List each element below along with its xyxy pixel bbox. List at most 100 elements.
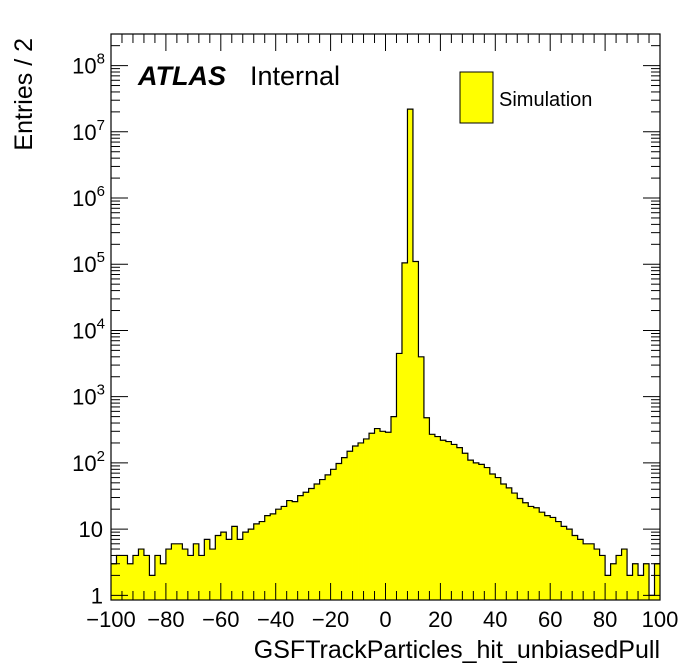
y-tick-label: 105 (72, 249, 105, 277)
histogram-bin (336, 463, 342, 600)
histogram-bin (423, 417, 430, 600)
histogram-bin (165, 549, 172, 600)
histogram-bin (555, 521, 562, 600)
histogram-bin (401, 262, 408, 600)
histogram-bin (627, 575, 633, 600)
histogram-bin (325, 474, 331, 600)
histogram-bin (226, 539, 233, 600)
histogram-bin (242, 532, 249, 600)
histogram-bin (621, 549, 628, 600)
histogram-bin (127, 563, 134, 600)
histogram-bin (264, 515, 271, 600)
histogram-outline (111, 108, 660, 596)
y-axis-tick-labels: 1 10 102 103 104 105 106 107 108 (72, 51, 105, 609)
legend-swatch (459, 71, 494, 124)
histogram-bin (341, 457, 348, 600)
histogram-bin (275, 509, 282, 600)
y-tick-label: 103 (72, 382, 105, 410)
histogram-bin (347, 451, 353, 600)
x-tick-label: −60 (202, 607, 239, 632)
histogram-bin (171, 543, 178, 600)
histogram-bin (429, 434, 436, 600)
histogram-bin (231, 526, 238, 600)
histogram-bin (286, 500, 293, 600)
histogram-bin (182, 549, 189, 600)
histogram-bin (500, 484, 507, 600)
histogram-bin (193, 543, 200, 600)
histogram-bin (330, 469, 337, 600)
histogram-bin (160, 563, 167, 600)
histogram-bin (539, 512, 546, 600)
histogram-bars (111, 108, 661, 600)
histogram-bin (314, 484, 321, 600)
atlas-status-label: Internal (250, 61, 340, 91)
histogram-bin (495, 477, 502, 600)
x-tick-label: −40 (257, 607, 294, 632)
histogram-bin (616, 555, 622, 600)
histogram-bin (154, 555, 161, 600)
histogram-bin (478, 464, 485, 600)
histogram-bin (489, 473, 496, 600)
histogram-bin (610, 563, 617, 600)
histogram-bin (259, 521, 266, 600)
x-tick-label: −100 (86, 607, 136, 632)
histogram-bin (220, 532, 227, 600)
histogram-bin (385, 432, 392, 600)
histogram-bin (594, 549, 601, 600)
y-tick-label: 10 (79, 517, 103, 542)
histogram-bin (204, 539, 211, 600)
histogram-bin (138, 549, 145, 600)
histogram-bin (198, 555, 205, 600)
histogram-bin (396, 353, 403, 600)
histogram-bin (303, 492, 310, 600)
histogram-bin (632, 563, 639, 600)
histogram-bin (412, 261, 419, 600)
histogram-bin (533, 507, 540, 600)
histogram-bin (352, 445, 359, 600)
histogram-bin (649, 595, 655, 600)
x-axis-title: GSFTrackParticles_hit_unbiasedPull (254, 636, 660, 664)
histogram-bin (380, 431, 386, 600)
histogram-bin (319, 479, 326, 600)
histogram-bin (390, 416, 397, 600)
histogram-bin (358, 442, 364, 600)
histogram-bin (215, 535, 222, 600)
histogram-bin (522, 502, 529, 600)
histogram-bin (638, 575, 644, 600)
plot-frame (110, 33, 661, 601)
histogram-bin (462, 453, 469, 600)
histogram-bin (550, 517, 557, 600)
histogram-bin (456, 447, 463, 600)
histogram-bin (116, 555, 123, 600)
histogram-bin (270, 513, 277, 600)
histogram-bin (643, 563, 650, 600)
histogram-bin (253, 523, 260, 600)
histogram-bin (566, 529, 573, 600)
histogram-bin (418, 356, 425, 600)
histogram-bin (605, 575, 611, 600)
y-tick-label: 106 (72, 183, 105, 211)
y-axis-title: Entries / 2 (10, 38, 38, 151)
histogram-bin (528, 506, 535, 600)
x-tick-label: 80 (593, 607, 617, 632)
histogram-bin (111, 563, 117, 600)
histogram-bin (467, 460, 474, 600)
histogram-bin (561, 526, 568, 600)
histogram-bin (374, 428, 381, 600)
histogram-bin (583, 543, 590, 600)
histogram-bin (143, 555, 150, 600)
histogram-bin (149, 575, 156, 600)
histogram-bin (248, 529, 255, 600)
histogram-bin (440, 440, 447, 600)
histogram-bin (297, 495, 304, 600)
histogram-bin (176, 543, 183, 600)
histogram-bin (506, 487, 513, 600)
legend-label-simulation: Simulation (499, 89, 592, 111)
histogram-bin (292, 501, 299, 600)
histogram-bin (445, 441, 452, 600)
histogram-bin (588, 543, 595, 600)
histogram-bin (121, 555, 128, 600)
histogram-bin (434, 436, 441, 600)
x-tick-label: −20 (312, 607, 349, 632)
